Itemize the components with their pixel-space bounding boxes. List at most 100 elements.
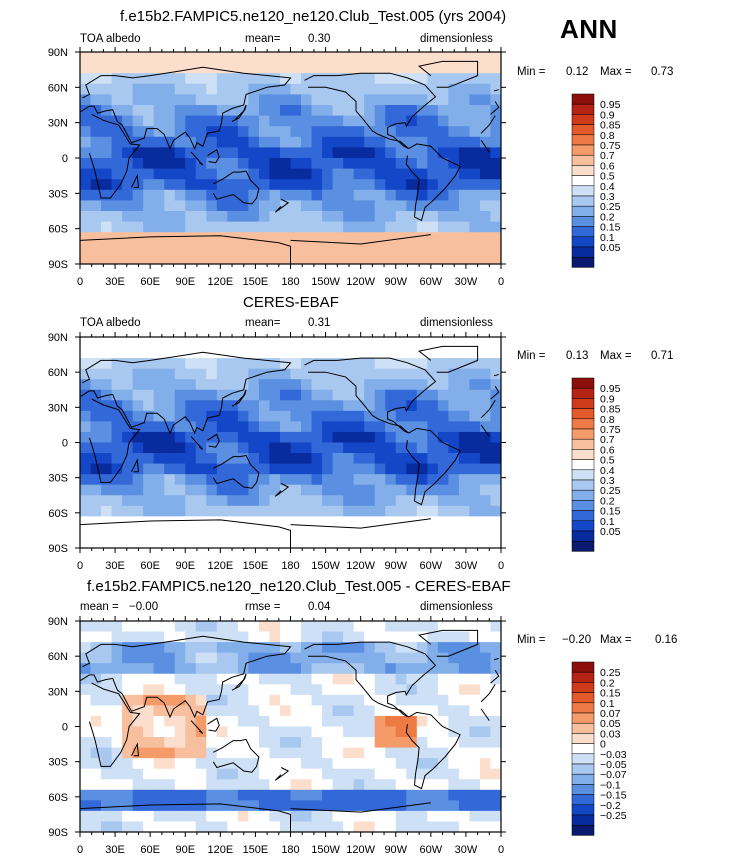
field-cell: [132, 379, 144, 391]
field-cell: [279, 631, 291, 643]
coastline: [274, 767, 290, 781]
field-cell: [416, 126, 428, 138]
field-cell: [185, 389, 197, 401]
field-cell: [322, 621, 334, 632]
field-cell: [364, 505, 376, 517]
field-cell: [479, 663, 491, 675]
field-cell: [174, 800, 186, 812]
panel-1-min-label: Min =: [517, 66, 546, 78]
field-cell: [395, 179, 407, 191]
field-cell: [279, 779, 291, 791]
field-cell: [458, 652, 470, 664]
field-cell: [301, 136, 312, 148]
field-cell: [143, 421, 155, 433]
colorbar-swatch: [571, 459, 595, 471]
field-cell: [248, 221, 260, 233]
field-cell: [448, 189, 460, 201]
field-cell: [206, 105, 218, 116]
field-cell: [311, 400, 323, 412]
field-cell: [269, 410, 281, 422]
field-cell: [448, 779, 460, 791]
field-cell: [164, 779, 176, 791]
field-cell: [290, 621, 302, 632]
field-cell: [195, 652, 207, 664]
panel-2-mean-value: 0.31: [308, 317, 331, 329]
field-cell: [101, 52, 112, 63]
coastline: [274, 198, 290, 213]
field-cell: [479, 821, 491, 833]
field-cell: [385, 484, 397, 496]
field-cell: [353, 168, 365, 180]
x-tick-label: 120W: [346, 560, 375, 572]
colorbar-swatch: [571, 449, 595, 460]
field-cell: [332, 442, 344, 454]
field-cell: [458, 495, 470, 507]
field-cell: [290, 652, 302, 664]
field-cell: [311, 232, 323, 244]
field-cell: [258, 337, 270, 348]
field-cell: [385, 337, 397, 348]
field-cell: [153, 453, 165, 464]
field-cell: [374, 62, 386, 74]
field-cell: [343, 463, 355, 475]
field-cell: [416, 253, 428, 265]
field-cell: [290, 453, 302, 464]
y-tick-label: 60S: [48, 224, 68, 236]
field-cell: [237, 158, 249, 169]
field-cell: [448, 358, 460, 370]
field-cell: [290, 505, 302, 517]
field-cell: [290, 242, 302, 254]
field-cell: [427, 621, 439, 632]
field-cell: [279, 189, 291, 201]
field-cell: [427, 358, 439, 370]
field-cell: [353, 126, 365, 138]
field-cell: [385, 442, 397, 454]
field-cell: [143, 642, 155, 654]
field-cell: [227, 621, 239, 632]
field-cell: [111, 368, 123, 380]
field-cell: [343, 136, 355, 148]
field-cell: [322, 347, 334, 359]
colorbar-label: 0.05: [600, 242, 621, 254]
field-cell: [258, 821, 270, 833]
field-cell: [185, 453, 197, 464]
field-cell: [101, 474, 112, 486]
field-cell: [364, 73, 376, 85]
field-cell: [227, 242, 239, 254]
field-cell: [332, 768, 344, 780]
field-cell: [469, 516, 481, 528]
field-cell: [237, 505, 249, 517]
field-cell: [269, 516, 281, 528]
field-cell: [269, 379, 281, 391]
field-cell: [385, 253, 397, 265]
field-cell: [248, 115, 260, 127]
field-cell: [164, 126, 176, 138]
field-cell: [395, 337, 407, 348]
field-cell: [343, 800, 355, 812]
colorbar-label: 0.7: [600, 150, 615, 162]
field-cell: [343, 663, 355, 675]
field-cell: [216, 779, 228, 791]
field-cell: [122, 505, 134, 517]
field-cell: [448, 253, 460, 265]
field-cell: [80, 726, 91, 738]
coastline: [231, 104, 247, 122]
field-cell: [153, 105, 165, 116]
field-cell: [143, 126, 155, 138]
field-cell: [122, 379, 134, 391]
field-cell: [301, 442, 312, 454]
colorbar-swatch: [571, 712, 595, 724]
field-cell: [143, 368, 155, 380]
field-cell: [248, 52, 260, 63]
coastline: [405, 143, 461, 222]
field-cell: [269, 705, 281, 717]
field-cell: [301, 221, 312, 233]
field-cell: [395, 147, 407, 159]
field-cell: [479, 73, 491, 85]
field-cell: [385, 621, 397, 632]
field-cell: [143, 758, 155, 770]
field-cell: [174, 768, 186, 780]
x-tick-label: 90W: [384, 844, 407, 856]
field-cell: [490, 410, 502, 422]
field-cell: [353, 715, 365, 727]
